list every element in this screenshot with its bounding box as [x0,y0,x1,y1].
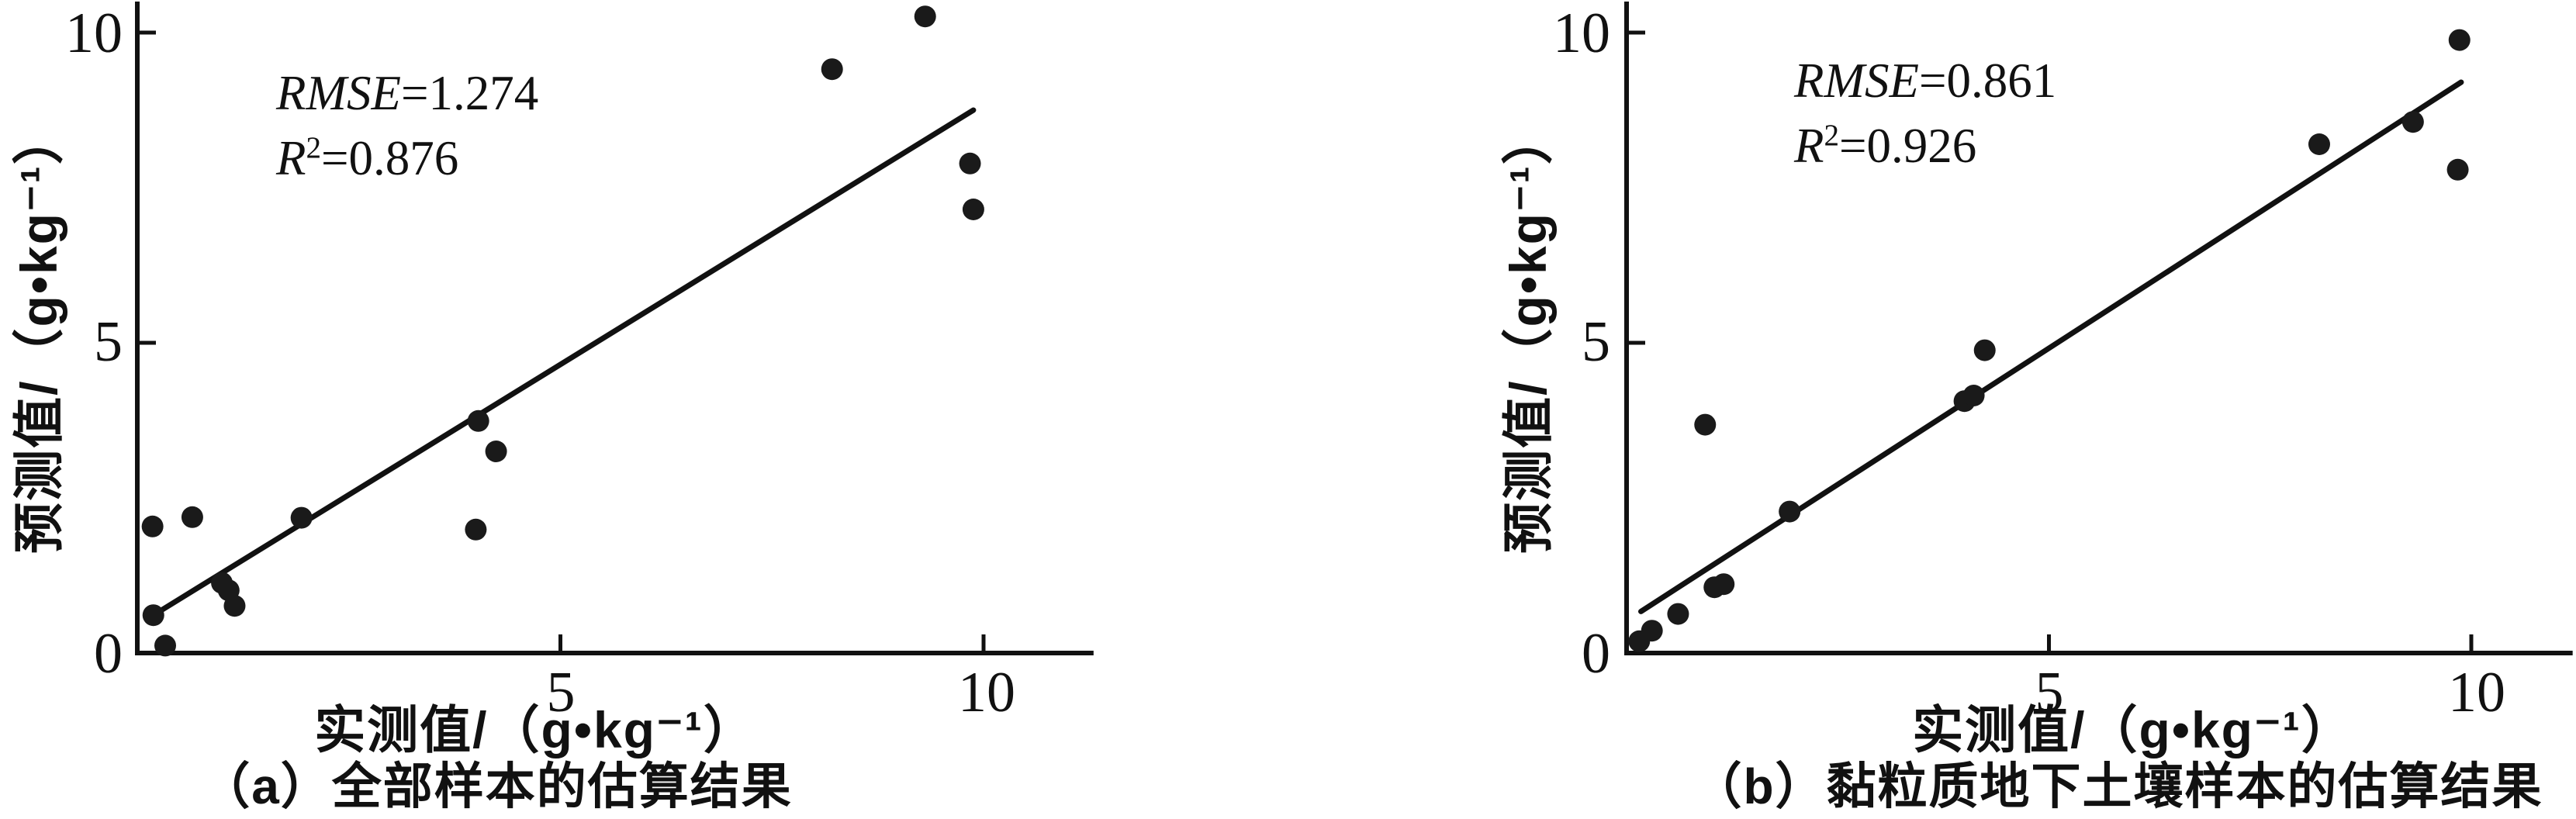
panel-a-y-axis-title: 预测值/（g•kg⁻¹） [10,112,67,554]
panel-b-point-8 [1962,385,1985,406]
panel-b-fit-line [1638,79,2464,614]
panel-b-point-4 [1713,573,1735,596]
panel-b-point-12 [2448,29,2471,51]
panel-a-xtick-10: 10 [958,661,1015,724]
panel-a-point-0 [141,515,164,537]
panel-b-point-9 [1973,339,1996,361]
panel-a-point-13 [959,152,981,175]
panel-a-point-12 [914,5,936,28]
panel-b-y-axis-title: 预测值/（g•kg⁻¹） [1499,112,1557,554]
panel-a-ytick-0: 0 [94,622,123,686]
panel-b-ytick-10: 10 [1553,2,1610,65]
panel-a-ytick-5: 5 [94,310,123,374]
panel-a-point-14 [962,199,984,220]
panel-a-r2-line: R2=0.876 [276,131,459,185]
panel-a-stats: RMSE=1.274 R2=0.876 [276,60,538,191]
panel-b-point-5 [1694,413,1717,436]
panel-b-axes [1624,2,2573,655]
panel-b-xtick-10: 10 [2448,661,2505,724]
panel-b-xtick-5: 5 [2035,661,2064,724]
panel-b-r2-line: R2=0.926 [1794,119,1977,173]
panel-b-stats: RMSE=0.861 R2=0.926 [1794,48,2056,178]
panel-b-point-1 [1641,620,1663,642]
panel-a-point-8 [467,410,489,432]
panel-a-point-10 [465,518,487,541]
panel-b-ytick-0: 0 [1582,622,1610,686]
panel-a-point-5 [223,595,246,617]
panel-a-point-7 [154,634,177,657]
panel-b-point-11 [2401,111,2424,133]
panel-a-point-1 [181,506,203,528]
panel-a-ytick-10: 10 [65,2,123,65]
panel-b-ytick-5: 5 [1582,310,1610,374]
panel-a-point-11 [821,58,843,81]
panel-b-rmse-line: RMSE=0.861 [1794,54,2057,108]
panel-a-rmse-line: RMSE=1.274 [276,66,539,120]
panel-a-point-6 [142,604,164,627]
panel-a-xtick-5: 5 [546,661,576,724]
panel-a-x-axis-title: 实测值/（g•kg⁻¹） [314,701,756,759]
panel-b-point-10 [2308,133,2330,155]
panel-b-point-13 [2446,158,2469,181]
panel-b-caption: （b）黏粒质地下土壤样本的估算结果 [1692,759,2543,814]
panel-a-axes [135,2,1094,655]
panel-a-point-2 [290,506,313,529]
panel-a-caption: （a）全部样本的估算结果 [200,759,793,814]
panel-b-point-2 [1667,603,1689,625]
panel-b-x-axis-title: 实测值/（g•kg⁻¹） [1912,701,2354,759]
panel-a-fit-line [150,107,977,618]
panel-a-point-9 [485,441,507,462]
panel-b-point-6 [1779,500,1801,523]
